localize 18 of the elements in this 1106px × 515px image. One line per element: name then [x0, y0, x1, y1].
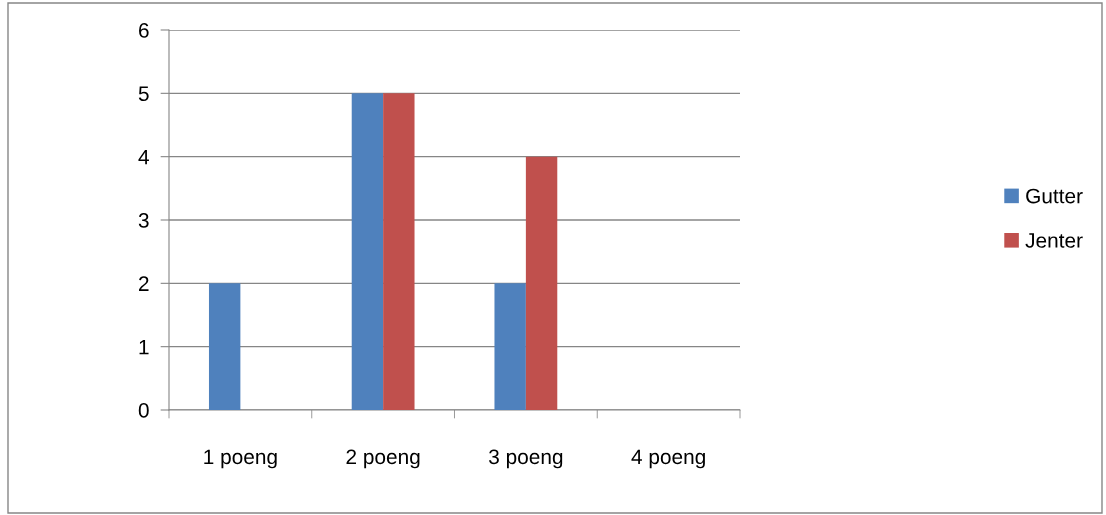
y-tick-label: 1 [139, 339, 149, 355]
x-tick-label: 1 poeng [204, 449, 277, 469]
bar [351, 93, 384, 410]
y-tick-label: 0 [138, 403, 149, 418]
x-tick-label: 2 poeng [346, 449, 420, 469]
x-tick-label: 4 poeng [631, 449, 705, 469]
bar [383, 93, 415, 410]
bar [208, 283, 241, 410]
bar [525, 156, 558, 410]
y-tick-label: 5 [138, 86, 149, 102]
bar [494, 283, 526, 410]
x-tick-label: 3 poeng [489, 449, 563, 469]
y-tick-label: 2 [139, 276, 149, 291]
y-tick-label: 6 [139, 23, 149, 38]
legend-label: Gutter [1026, 188, 1083, 204]
legend-label: Jenter [1025, 233, 1083, 248]
y-tick-label: 4 [138, 149, 149, 165]
y-tick-label: 3 [138, 213, 149, 228]
